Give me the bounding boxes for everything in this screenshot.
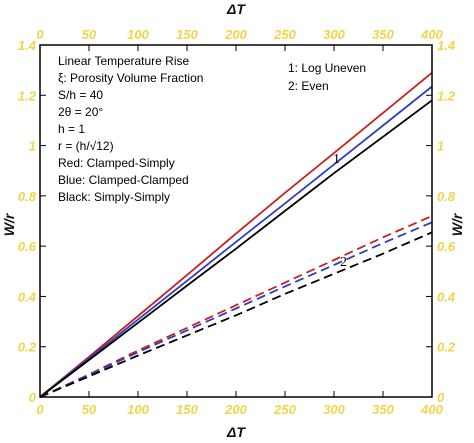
annotation-line: Linear Temperature Rise [58,54,190,68]
annotation-line: ξ: Porosity Volume Fraction [58,71,203,85]
y-tick-label-left: 0.8 [18,189,37,204]
x-tick-label-bottom: 400 [420,402,443,417]
series-line-1 [39,72,433,398]
x-axis-label-top: ΔT [226,1,246,17]
y-tick-label-right: 0.8 [437,189,456,204]
y-tick-label-right: 1.4 [437,38,456,53]
annotation-line: 2θ = 20° [58,105,103,119]
y-tick-label-left: 1 [29,139,36,154]
x-tick-label-bottom: 0 [36,402,44,417]
plot-area [40,45,432,397]
series-line-2 [39,85,433,398]
series-line-6 [39,231,433,398]
legend-entry: 1: Log Uneven [288,61,366,75]
x-axis-label-bottom: ΔT [226,424,246,440]
x-tick-label-top: 350 [372,27,394,42]
annotation-line: Blue: Clamped-Clamped [58,173,189,187]
y-tick-label-left: 0.6 [18,239,37,254]
y-tick-label-left: 0.4 [18,289,37,304]
curve-label-2: 2 [340,255,347,270]
legend-entry: 2: Even [288,79,329,93]
series-line-3 [39,99,433,398]
x-tick-label-top: 400 [420,27,443,42]
x-tick-label-top: 250 [273,27,296,42]
x-tick-label-bottom: 300 [323,402,345,417]
x-tick-label-top: 100 [127,27,149,42]
annotation-line: Black: Simply-Simply [58,190,170,204]
y-tick-label-left: 0 [29,390,37,405]
y-axis-label-right: W/r [449,212,465,236]
x-tick-label-bottom: 250 [273,402,296,417]
y-tick-label-right: 0.6 [437,239,456,254]
y-tick-label-left: 0.2 [18,340,37,355]
x-tick-label-bottom: 150 [176,402,198,417]
x-tick-label-top: 50 [82,27,97,42]
y-tick-label-right: 1.2 [437,88,456,103]
series-layer [39,72,433,398]
annotation-line: h = 1 [58,122,85,136]
x-tick-label-bottom: 100 [127,402,149,417]
curve-label-1: 1 [333,152,340,167]
series-line-5 [39,221,433,398]
tick-layer: 0050501001001501502002002502503003003503… [18,27,456,417]
x-tick-label-top: 300 [323,27,345,42]
y-axis-label-left: W/r [1,212,17,236]
y-tick-label-right: 0 [437,390,445,405]
x-tick-label-top: 200 [224,27,247,42]
x-tick-label-top: 150 [176,27,198,42]
x-tick-label-top: 0 [36,27,44,42]
y-tick-label-right: 0.4 [437,289,456,304]
y-tick-label-left: 1.2 [18,88,37,103]
annotation-line: S/h = 40 [58,88,103,102]
annotation-line: Red: Clamped-Simply [58,156,175,170]
x-tick-label-bottom: 200 [224,402,247,417]
y-tick-label-right: 0.2 [437,340,456,355]
x-tick-label-bottom: 50 [82,402,97,417]
series-line-4 [39,215,433,398]
x-tick-label-bottom: 350 [372,402,394,417]
annotation-line: r = (h/√12) [58,139,114,153]
y-tick-label-left: 1.4 [18,38,37,53]
y-tick-label-right: 1 [437,139,444,154]
